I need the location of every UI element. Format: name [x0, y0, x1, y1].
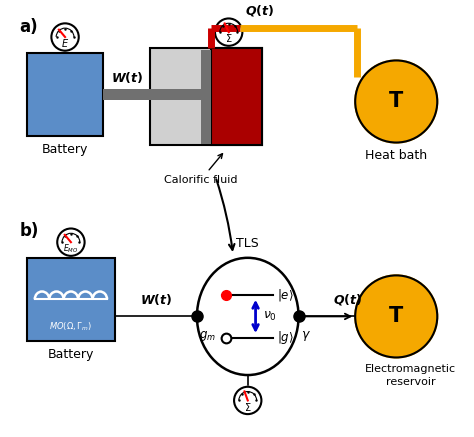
Circle shape	[355, 60, 438, 142]
Text: T: T	[389, 91, 403, 111]
Text: b): b)	[19, 222, 38, 239]
Circle shape	[215, 18, 242, 46]
Bar	[27, 52, 103, 136]
Text: $\nu_0$: $\nu_0$	[264, 310, 277, 323]
Text: $MO(\Omega,\Gamma_m)$: $MO(\Omega,\Gamma_m)$	[49, 320, 92, 333]
Text: $\Sigma$: $\Sigma$	[244, 401, 252, 413]
Text: $|g\rangle$: $|g\rangle$	[277, 329, 294, 347]
Bar	[27, 258, 115, 341]
Text: Heat bath: Heat bath	[365, 149, 427, 163]
Circle shape	[355, 275, 438, 357]
Text: $\boldsymbol{Q(t)}$: $\boldsymbol{Q(t)}$	[245, 3, 274, 18]
Text: $E$: $E$	[61, 37, 69, 49]
Text: TLS: TLS	[237, 237, 259, 250]
Text: $E_{MO}$: $E_{MO}$	[63, 242, 79, 255]
Text: Battery: Battery	[42, 142, 88, 156]
Text: Battery: Battery	[48, 348, 94, 361]
Text: $|e\rangle$: $|e\rangle$	[277, 287, 294, 303]
Text: $\Sigma$: $\Sigma$	[225, 32, 232, 44]
Text: $\boldsymbol{Q(t)}$: $\boldsymbol{Q(t)}$	[333, 291, 362, 307]
Text: a): a)	[19, 18, 38, 36]
Bar	[210, 48, 263, 146]
Circle shape	[234, 387, 262, 414]
Circle shape	[57, 229, 84, 256]
Text: Calorific fluid: Calorific fluid	[164, 154, 237, 185]
Text: $g_m$: $g_m$	[199, 329, 216, 343]
Text: $\boldsymbol{W(t)}$: $\boldsymbol{W(t)}$	[111, 70, 143, 85]
Bar	[150, 48, 263, 146]
Text: $\boldsymbol{W(t)}$: $\boldsymbol{W(t)}$	[140, 291, 172, 307]
Ellipse shape	[197, 258, 299, 375]
Bar	[201, 50, 210, 143]
Circle shape	[51, 23, 79, 51]
Text: T: T	[389, 306, 403, 326]
Text: $\gamma$: $\gamma$	[301, 329, 311, 343]
Bar	[103, 89, 206, 100]
Text: Electromagnetic
reservoir: Electromagnetic reservoir	[365, 364, 456, 387]
